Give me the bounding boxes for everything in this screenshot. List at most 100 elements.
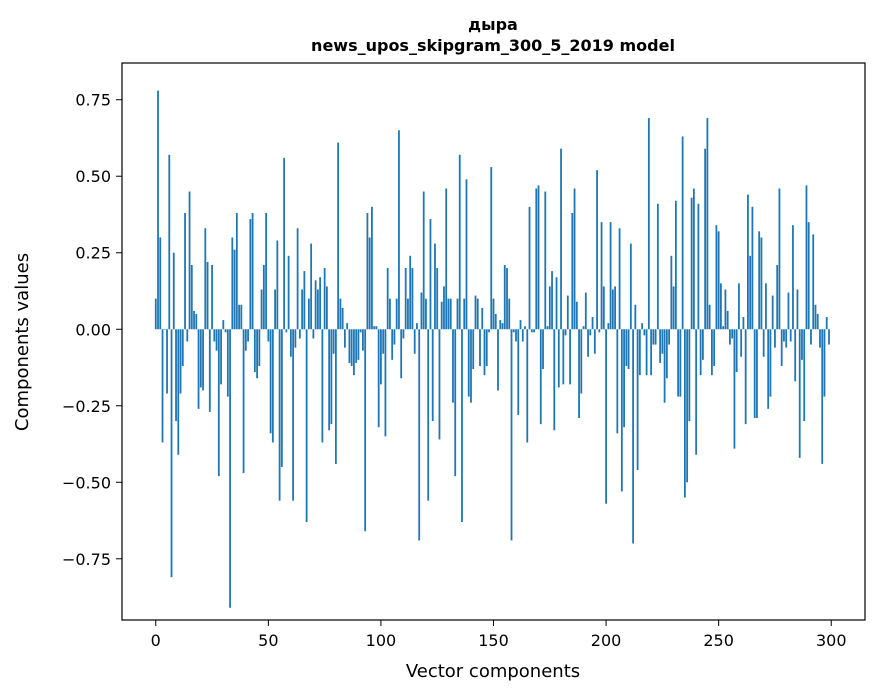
bar [722, 326, 725, 330]
bar [756, 329, 758, 419]
bar [729, 329, 731, 345]
bar [778, 188, 781, 330]
bar [296, 228, 299, 330]
bar [274, 289, 276, 330]
bar [348, 329, 351, 363]
bar [740, 329, 743, 357]
bar [285, 329, 288, 333]
bar [767, 329, 770, 409]
bar [260, 289, 263, 330]
bar [238, 304, 240, 330]
bar [742, 317, 745, 330]
bar [618, 228, 621, 330]
bar [413, 329, 416, 354]
bar [472, 329, 475, 370]
bar [580, 329, 583, 394]
bar [780, 329, 783, 366]
bar [715, 225, 718, 330]
bar [217, 329, 220, 477]
bar [695, 329, 698, 455]
bar [303, 271, 306, 330]
bar [623, 329, 625, 428]
y-tick-label: 0.00 [75, 320, 111, 339]
bar [208, 329, 211, 412]
bar [686, 329, 689, 483]
bar [377, 329, 380, 428]
bar [346, 323, 349, 330]
bar [503, 264, 506, 330]
bar [357, 329, 360, 360]
bar [661, 329, 664, 354]
bar [195, 313, 198, 330]
bar [292, 329, 295, 501]
bar [692, 188, 695, 330]
bar [220, 329, 222, 385]
y-axis: −0.75 −0.50 −0.25 0.00 0.25 0.50 0.75 [62, 91, 122, 569]
bar [717, 231, 720, 330]
bar [256, 329, 258, 379]
bar [539, 329, 542, 425]
bar [224, 329, 227, 333]
x-tick-label: 250 [703, 631, 734, 650]
chart-subtitle: news_upos_skipgram_300_5_2019 model [311, 36, 675, 55]
bar [215, 329, 218, 351]
bar [528, 206, 531, 330]
bar [373, 326, 376, 330]
bar [760, 237, 763, 330]
bar [179, 329, 182, 394]
bar [431, 329, 434, 422]
y-tick-label: 0.50 [75, 167, 111, 186]
bar [629, 243, 632, 330]
bar [506, 268, 508, 330]
x-axis-label: Vector components [406, 661, 580, 682]
bar [199, 329, 202, 388]
bar [447, 298, 450, 330]
bar [440, 301, 443, 330]
bar [557, 329, 560, 388]
bar [593, 329, 596, 354]
bar [674, 200, 677, 330]
y-tick-label: 0.25 [75, 244, 111, 263]
bar [321, 329, 324, 443]
bar [724, 289, 727, 330]
bar [289, 329, 292, 357]
bar [605, 329, 607, 504]
bar [488, 329, 490, 333]
bar [616, 329, 619, 434]
bar [548, 286, 551, 330]
bar [591, 317, 594, 330]
bar [783, 329, 785, 342]
bar [280, 329, 283, 467]
bar [454, 329, 457, 477]
bar [287, 255, 290, 330]
bar [265, 212, 267, 330]
bar [434, 243, 436, 330]
bar [634, 304, 637, 330]
bar [242, 329, 245, 474]
bar [596, 170, 598, 330]
bar [771, 295, 774, 330]
bar [765, 283, 767, 330]
bar [573, 188, 576, 330]
bar [769, 329, 772, 397]
bar [704, 148, 707, 330]
bar [247, 329, 249, 342]
bar [578, 329, 580, 419]
bar [526, 329, 529, 443]
bar [409, 255, 412, 330]
bar [645, 329, 648, 376]
bar [366, 212, 369, 330]
bar [418, 329, 421, 541]
bar [733, 329, 736, 449]
bar [325, 286, 328, 330]
bar [344, 329, 346, 348]
bar [341, 307, 344, 330]
bar [438, 329, 441, 440]
bar [584, 292, 587, 330]
bar [271, 329, 274, 443]
bar [398, 130, 400, 330]
bars [154, 90, 830, 608]
bar [235, 212, 238, 330]
bar [184, 212, 186, 330]
bar [828, 329, 830, 345]
